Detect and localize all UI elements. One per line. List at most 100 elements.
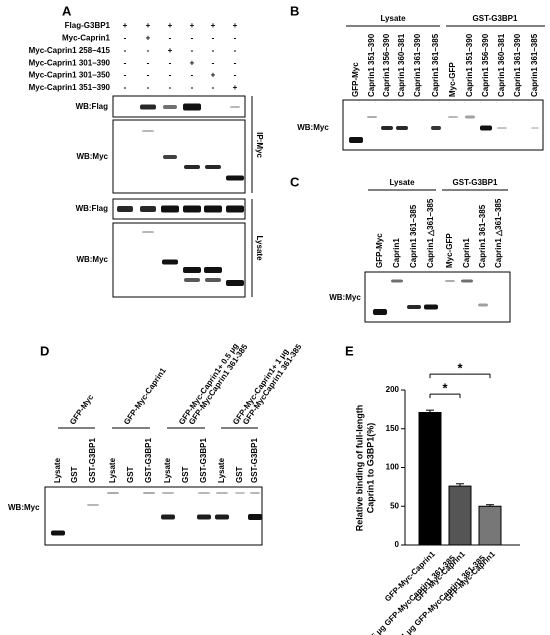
group-label: GFP-Myc-Caprin1 xyxy=(122,366,168,427)
lane-label: Caprin1 356–390 xyxy=(481,33,490,97)
sign: - xyxy=(169,58,172,67)
lane-label: Lysate xyxy=(217,457,226,483)
sign: - xyxy=(169,34,172,43)
sign: - xyxy=(191,46,194,55)
lane-label: Lysate xyxy=(53,457,62,483)
lane-label: Myc-GFP xyxy=(445,233,454,268)
group-label: Lysate xyxy=(389,178,415,187)
band xyxy=(163,155,177,159)
sign: - xyxy=(234,46,237,55)
blot xyxy=(342,99,544,151)
sign: - xyxy=(234,71,237,80)
band xyxy=(184,165,200,169)
band xyxy=(373,309,387,315)
y-tick-label: 150 xyxy=(386,424,400,433)
sign: - xyxy=(191,34,194,43)
blot xyxy=(112,119,246,194)
band xyxy=(161,514,175,520)
blot xyxy=(112,95,246,118)
lane-label: Caprin1 xyxy=(392,238,401,268)
lane-label: Caprin1 361–385 xyxy=(478,204,487,268)
sign: + xyxy=(211,71,216,80)
sign: + xyxy=(190,58,195,67)
panel-label: D xyxy=(40,343,49,358)
sign: + xyxy=(123,21,128,30)
group-label: GFP-MycCaprin1 361-385 xyxy=(241,342,304,426)
lane-label: GST-G3BP1 xyxy=(88,438,97,483)
lane-label: Caprin1 △361–385 xyxy=(426,198,435,268)
band xyxy=(230,106,240,108)
band xyxy=(531,127,539,129)
sign: - xyxy=(147,58,150,67)
group-label: GST-G3BP1 xyxy=(453,178,498,187)
sign: - xyxy=(147,46,150,55)
row-label: Flag-G3BP1 xyxy=(65,21,111,30)
group-label: IP:Myc xyxy=(255,132,264,158)
lane-label: Caprin1 △361–385 xyxy=(494,198,503,268)
blot-label: WB:Myc xyxy=(8,503,40,512)
row-label: Myc-Caprin1 258–415 xyxy=(29,46,111,55)
lane-label: GST-G3BP1 xyxy=(199,438,208,483)
significance: * xyxy=(442,381,448,396)
y-tick-label: 100 xyxy=(386,463,400,472)
band xyxy=(407,305,421,309)
band xyxy=(142,130,154,132)
y-tick-label: 50 xyxy=(390,501,399,510)
sign: - xyxy=(212,34,215,43)
significance: * xyxy=(457,361,463,376)
blot-label: WB:Flag xyxy=(76,102,109,111)
band xyxy=(205,278,221,282)
band xyxy=(445,280,455,282)
blot-label: WB:Flag xyxy=(76,204,109,213)
sign: - xyxy=(169,71,172,80)
sign: + xyxy=(190,21,195,30)
lane-label: Caprin1 351–390 xyxy=(367,33,376,97)
lane-label: GST xyxy=(235,466,244,483)
sign: - xyxy=(147,83,150,92)
y-axis-label: Caprin1 to G3BP1(%) xyxy=(365,423,375,514)
lane-label: Caprin1 356–390 xyxy=(382,33,391,97)
band xyxy=(163,105,177,109)
band xyxy=(142,231,154,233)
sign: - xyxy=(124,58,127,67)
band xyxy=(107,492,119,494)
blot-label: WB:Myc xyxy=(297,123,329,132)
lane-label: GFP-Myc xyxy=(375,233,384,268)
sign: - xyxy=(191,71,194,80)
lane-label: Caprin1 361–390 xyxy=(513,33,522,97)
band xyxy=(198,492,210,494)
sign: + xyxy=(211,21,216,30)
band xyxy=(162,492,174,494)
blot xyxy=(364,271,511,323)
group-label: GST-G3BP1 xyxy=(473,14,518,23)
lane-label: GST xyxy=(70,466,79,483)
lane-label: Lysate xyxy=(163,457,172,483)
band xyxy=(51,530,65,536)
band xyxy=(478,303,488,307)
blot-label: WB:Myc xyxy=(76,255,108,264)
bar xyxy=(418,411,442,546)
sign: + xyxy=(146,34,151,43)
band xyxy=(183,205,201,213)
band xyxy=(216,492,228,494)
band xyxy=(367,116,377,118)
sign: - xyxy=(234,58,237,67)
row-label: Myc-Caprin1 301–390 xyxy=(29,58,111,67)
group-label: Lysate xyxy=(255,235,264,261)
band xyxy=(431,126,441,130)
y-axis-label: Relative binding of full-length xyxy=(354,405,364,532)
band xyxy=(391,279,403,283)
sign: - xyxy=(212,83,215,92)
lane-label: Myc-GFP xyxy=(448,62,457,97)
band xyxy=(349,137,363,143)
band xyxy=(480,125,492,131)
lane-label: Caprin1 xyxy=(462,238,471,268)
band xyxy=(117,206,133,212)
band xyxy=(87,504,99,506)
blot-label: WB:Myc xyxy=(76,152,108,161)
lane-label: Caprin1 361–385 xyxy=(530,33,539,97)
band xyxy=(226,205,244,213)
row-label: Myc-Caprin1 351–390 xyxy=(29,83,111,92)
band xyxy=(184,278,200,282)
